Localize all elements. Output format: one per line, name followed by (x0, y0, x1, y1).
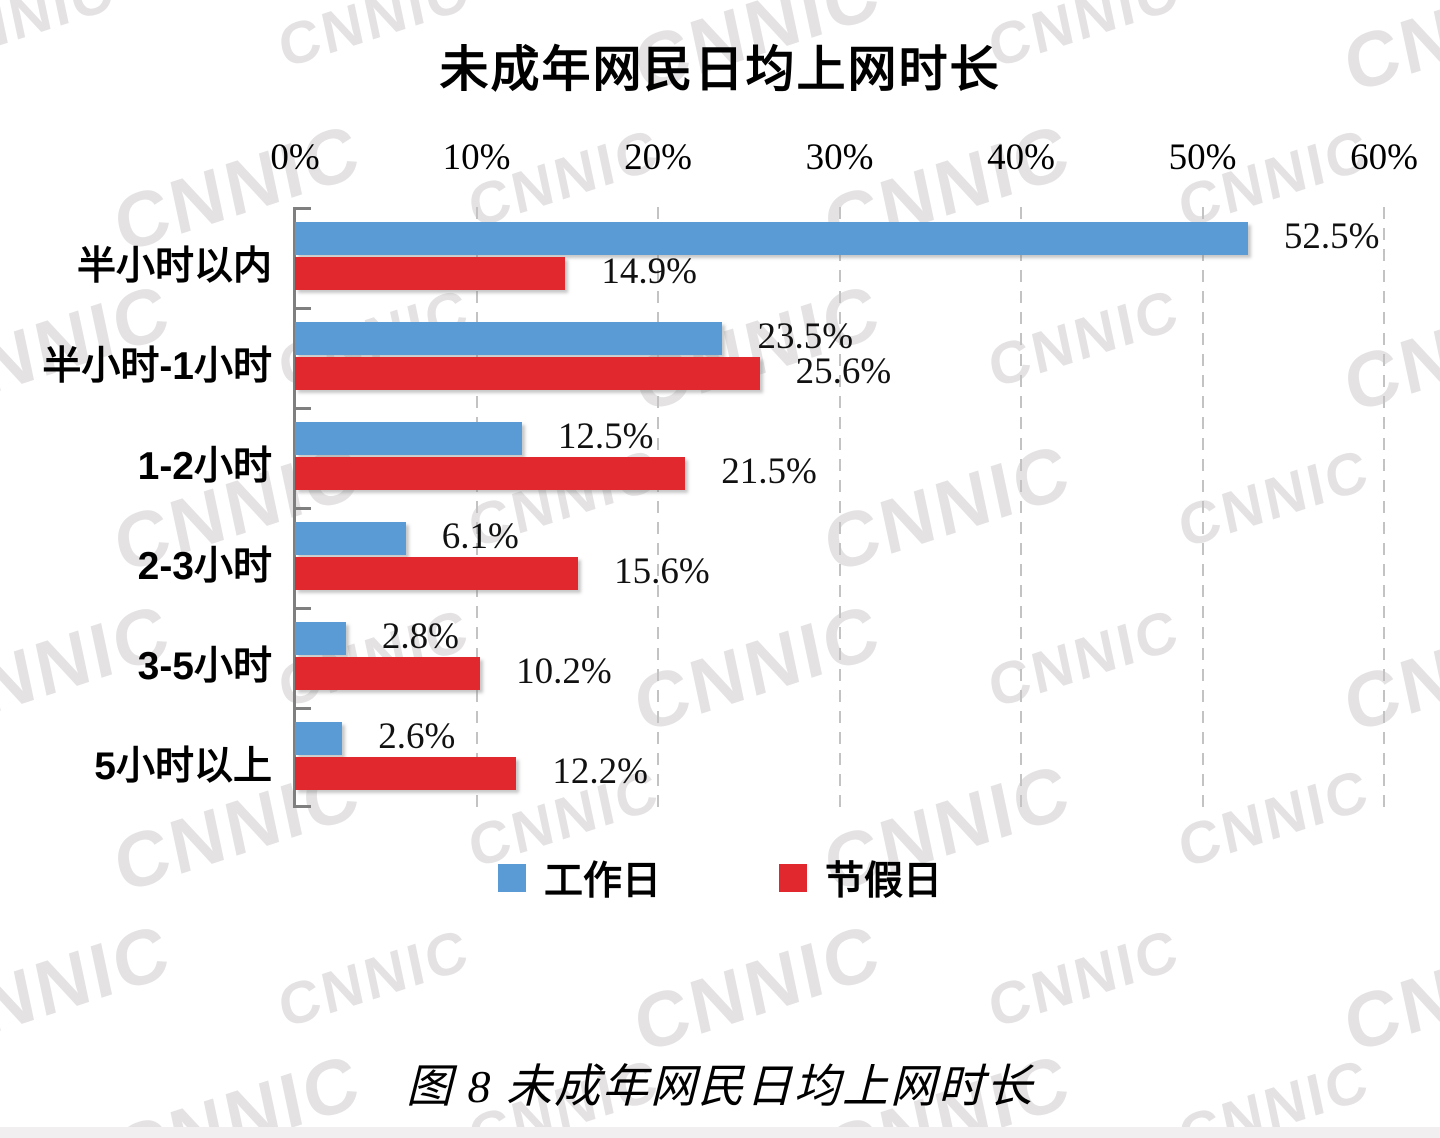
bar-holiday (295, 557, 579, 590)
cnnic-watermark: CNNIC (983, 915, 1186, 1042)
y-axis-tick (293, 507, 311, 510)
category-label: 半小时以内 (76, 245, 272, 288)
y-axis-tick (293, 805, 311, 808)
bar-workday (295, 522, 406, 555)
category-label: 5小时以上 (94, 745, 272, 788)
bar-value-label: 12.2% (552, 751, 648, 792)
gridline (838, 207, 841, 808)
legend-item-holiday: 节假日 (779, 850, 942, 906)
x-axis-tick-label: 30% (805, 137, 874, 178)
chart-title: 未成年网民日均上网时长 (439, 43, 1001, 97)
legend: 工作日 节假日 (0, 850, 1440, 906)
bar-holiday (295, 357, 760, 390)
gridline (657, 207, 659, 808)
gridline (1201, 207, 1204, 808)
bar-workday (295, 222, 1248, 255)
bar-holiday (295, 457, 686, 490)
legend-label: 工作日 (543, 860, 661, 903)
x-axis-tick-label: 0% (270, 137, 320, 178)
bar-workday (295, 722, 343, 755)
legend-item-workday: 工作日 (497, 850, 661, 906)
page-edge-strip (0, 1127, 1440, 1138)
bar-holiday (295, 757, 517, 790)
plot-area: 52.5% 14.9% 23.5% 25.6% 12.5% 21.5% 6.1% 15.6% 2… (293, 207, 1385, 808)
bar-workday (295, 422, 522, 455)
bar-workday (295, 622, 346, 655)
cnnic-watermark: CNNIC (1337, 907, 1440, 1070)
legend-swatch-icon (497, 864, 526, 892)
bar-value-label: 25.6% (795, 351, 892, 392)
cnnic-watermark: CNNIC (627, 907, 889, 1070)
category-label: 1-2小时 (137, 445, 272, 488)
bar-holiday (295, 657, 481, 690)
x-axis-tick-label: 20% (624, 137, 692, 178)
y-axis-tick (293, 407, 311, 410)
figure-caption: 图 8 未成年网民日均上网时长 (406, 1061, 1034, 1112)
x-axis-tick-label: 40% (987, 137, 1055, 178)
bar-value-label: 14.9% (601, 251, 697, 292)
category-label: 3-5小时 (137, 645, 272, 688)
bar-value-label: 2.8% (381, 616, 459, 657)
y-axis-tick (293, 307, 311, 310)
bar-value-label: 15.6% (614, 551, 710, 592)
x-axis-tick-label: 50% (1168, 137, 1237, 178)
legend-swatch-icon (779, 864, 807, 892)
x-axis-tick-label: 60% (1350, 137, 1418, 178)
category-label: 半小时-1小时 (42, 345, 272, 388)
bar-value-label: 12.5% (557, 416, 654, 457)
gridline (1020, 207, 1022, 808)
x-axis-tick-label: 10% (442, 137, 511, 178)
gridline (1383, 207, 1385, 808)
bar-workday (295, 322, 722, 355)
cnnic-watermark: CNNIC (0, 907, 179, 1070)
y-axis-tick (293, 707, 311, 710)
y-axis-tick (293, 207, 311, 210)
cnnic-watermark: CNNIC (273, 915, 476, 1042)
bar-value-label: 10.2% (516, 651, 612, 692)
y-axis-tick (293, 607, 311, 610)
bar-value-label: 2.6% (378, 716, 456, 757)
bar-value-label: 21.5% (721, 451, 817, 492)
bar-value-label: 52.5% (1283, 216, 1380, 257)
bar-value-label: 23.5% (757, 316, 854, 357)
category-label: 2-3小时 (137, 545, 272, 588)
gridline (475, 207, 478, 808)
legend-label: 节假日 (825, 860, 943, 903)
x-axis: 0% 10% 20% 30% 40% 50% 60% (0, 136, 1440, 180)
bar-value-label: 6.1% (441, 516, 519, 557)
bar-holiday (295, 257, 566, 290)
